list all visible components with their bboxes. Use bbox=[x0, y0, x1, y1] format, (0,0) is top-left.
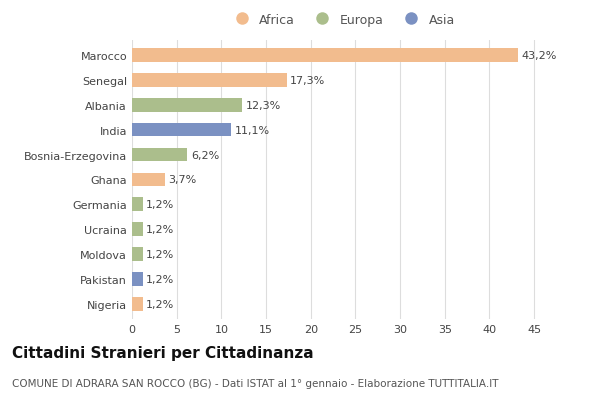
Bar bbox=[132, 148, 187, 162]
Bar bbox=[132, 173, 165, 187]
Bar bbox=[132, 272, 143, 286]
Text: 1,2%: 1,2% bbox=[146, 200, 175, 210]
Text: 11,1%: 11,1% bbox=[235, 125, 270, 135]
Text: 12,3%: 12,3% bbox=[245, 101, 281, 110]
Bar bbox=[132, 297, 143, 311]
Text: 1,2%: 1,2% bbox=[146, 274, 175, 284]
Bar bbox=[132, 49, 518, 63]
Bar bbox=[132, 124, 231, 137]
Text: 1,2%: 1,2% bbox=[146, 249, 175, 259]
Bar bbox=[132, 99, 242, 112]
Bar bbox=[132, 247, 143, 261]
Text: 3,7%: 3,7% bbox=[169, 175, 197, 185]
Text: 6,2%: 6,2% bbox=[191, 150, 219, 160]
Legend: Africa, Europa, Asia: Africa, Europa, Asia bbox=[229, 14, 455, 27]
Text: 1,2%: 1,2% bbox=[146, 299, 175, 309]
Text: 43,2%: 43,2% bbox=[521, 51, 557, 61]
Text: 17,3%: 17,3% bbox=[290, 76, 325, 85]
Bar bbox=[132, 74, 287, 88]
Text: Cittadini Stranieri per Cittadinanza: Cittadini Stranieri per Cittadinanza bbox=[12, 346, 314, 361]
Text: 1,2%: 1,2% bbox=[146, 225, 175, 235]
Bar bbox=[132, 198, 143, 211]
Text: COMUNE DI ADRARA SAN ROCCO (BG) - Dati ISTAT al 1° gennaio - Elaborazione TUTTIT: COMUNE DI ADRARA SAN ROCCO (BG) - Dati I… bbox=[12, 378, 499, 388]
Bar bbox=[132, 223, 143, 236]
